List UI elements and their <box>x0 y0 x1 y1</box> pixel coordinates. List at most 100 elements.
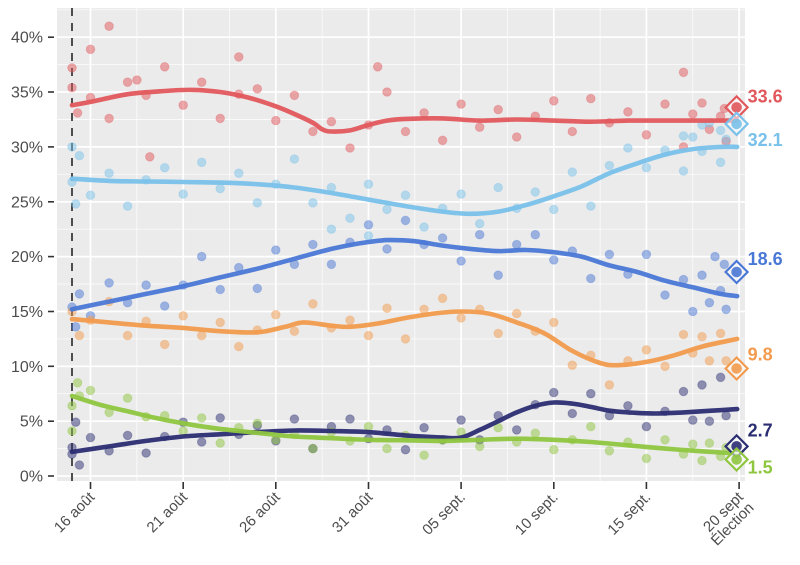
poll-point <box>196 251 207 262</box>
poll-point <box>382 87 392 97</box>
poll-point <box>688 109 698 119</box>
x-tick-label: 20 septÉlection <box>697 488 758 549</box>
poll-point <box>382 204 392 215</box>
poll-point <box>721 304 731 315</box>
y-tick-label: 5% <box>20 414 43 431</box>
poll-point <box>688 306 698 317</box>
poll-point <box>289 326 300 337</box>
poll-point <box>456 189 466 199</box>
poll-point <box>326 224 337 234</box>
poll-point <box>474 218 485 229</box>
x-tick-label: 26 août <box>236 488 284 536</box>
poll-point <box>159 339 170 350</box>
poll-point <box>104 168 114 178</box>
x-tick-label: 31 août <box>329 488 377 536</box>
poll-point <box>234 52 244 62</box>
poll-point <box>308 239 318 250</box>
y-tick-label: 0% <box>20 469 43 486</box>
result-marker-green <box>724 446 750 473</box>
poll-point <box>67 142 77 152</box>
poll-point <box>688 439 698 450</box>
poll-point <box>122 430 133 441</box>
poll-point <box>85 190 96 200</box>
poll-point <box>419 422 429 433</box>
poll-point <box>549 96 559 106</box>
poll-point <box>178 311 188 321</box>
trend-line-red <box>69 87 740 134</box>
poll-point <box>419 222 429 232</box>
poll-point <box>74 289 85 299</box>
poll-point <box>252 198 263 208</box>
poll-point <box>641 249 652 260</box>
trend-line-orange <box>69 309 740 368</box>
result-label-navy: 2.7 <box>748 420 773 440</box>
poll-point <box>215 183 225 194</box>
poll-point <box>67 401 77 411</box>
poll-point <box>345 315 355 326</box>
trend-line-blue <box>69 237 740 312</box>
poll-point <box>289 154 300 164</box>
y-tick-label: 25% <box>11 194 43 211</box>
poll-point <box>604 249 615 260</box>
poll-point <box>456 99 466 109</box>
result-dot-blue <box>731 266 742 278</box>
poll-point <box>641 162 652 173</box>
poll-point <box>530 187 541 197</box>
poll-point <box>437 293 448 304</box>
poll-point <box>678 67 689 78</box>
poll-point <box>511 425 522 435</box>
poll-point <box>678 329 689 340</box>
poll-point <box>400 190 411 200</box>
poll-point <box>678 386 689 397</box>
poll-point <box>252 418 263 429</box>
poll-point <box>345 213 355 223</box>
poll-point <box>493 182 504 193</box>
poll-point <box>715 125 726 136</box>
poll-point <box>549 387 559 398</box>
y-tick-label: 40% <box>11 30 43 47</box>
result-label-red: 33.6 <box>748 86 783 106</box>
poll-point <box>549 255 559 265</box>
poll-point <box>623 107 633 117</box>
poll-point <box>104 278 114 288</box>
poll-point <box>660 361 670 372</box>
poll-point <box>289 414 300 424</box>
result-marker-navy <box>724 433 750 459</box>
plot-panel <box>57 8 745 481</box>
poll-point <box>326 259 337 270</box>
poll-point <box>85 385 96 396</box>
poll-point <box>104 21 114 32</box>
poll-point <box>567 408 578 419</box>
poll-point <box>70 322 81 332</box>
poll-point <box>178 189 188 199</box>
x-tick-label: 16 août <box>51 488 99 536</box>
poll-point <box>74 460 85 470</box>
poll-point <box>252 283 263 294</box>
poll-point <box>604 160 615 171</box>
poll-point <box>196 413 207 423</box>
poll-point <box>308 443 318 454</box>
poll-point <box>159 301 170 311</box>
poll-point <box>623 143 633 153</box>
grid-minor <box>57 8 745 481</box>
poll-point <box>345 143 355 153</box>
poll-point <box>196 77 207 87</box>
poll-point <box>363 231 374 241</box>
poll-point <box>85 432 96 443</box>
trend-line-green <box>69 393 740 456</box>
poll-point <box>437 135 448 146</box>
poll-point <box>382 244 392 254</box>
poll-point <box>567 126 578 137</box>
poll-point <box>308 198 318 208</box>
x-tick-label: 10 sept. <box>512 489 562 539</box>
poll-point <box>252 84 263 94</box>
poll-point <box>474 122 485 132</box>
result-label-light-blue: 32.1 <box>748 130 783 150</box>
poll-point <box>549 204 559 215</box>
poll-point <box>721 134 731 144</box>
result-label-blue: 18.6 <box>748 249 783 269</box>
poll-point <box>372 62 383 72</box>
poll-point <box>234 341 244 352</box>
poll-point <box>721 410 731 421</box>
